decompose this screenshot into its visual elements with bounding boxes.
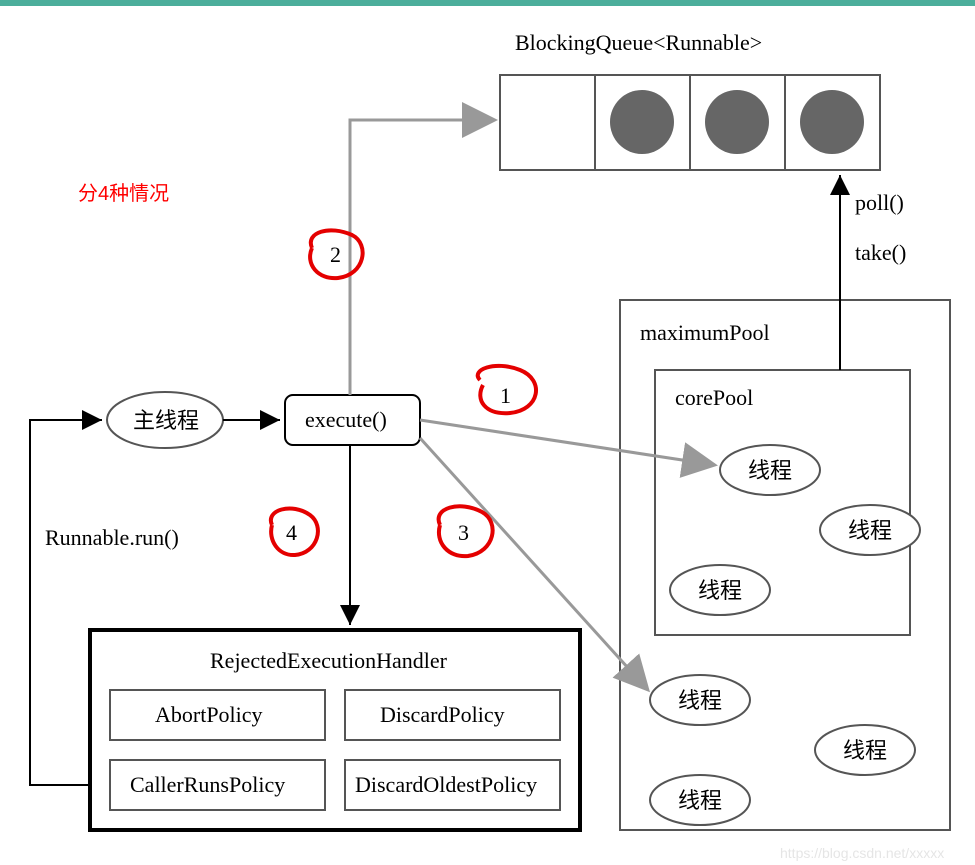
svg-text:4: 4 xyxy=(286,520,297,545)
blocking-queue xyxy=(500,75,880,170)
svg-text:execute(): execute() xyxy=(305,407,387,432)
policy-box: DiscardOldestPolicy xyxy=(345,760,560,810)
svg-text:2: 2 xyxy=(330,242,341,267)
policy-box: DiscardPolicy xyxy=(345,690,560,740)
watermark: https://blog.csdn.net/xxxxx xyxy=(780,845,944,861)
annotation-text: 分4种情况 xyxy=(78,182,169,205)
queue-item-icon xyxy=(610,90,674,154)
svg-text:线程: 线程 xyxy=(678,788,722,813)
svg-text:DiscardPolicy: DiscardPolicy xyxy=(380,702,505,727)
pool-thread: 线程 xyxy=(650,775,750,825)
execute-node: execute() xyxy=(285,395,420,445)
svg-text:DiscardOldestPolicy: DiscardOldestPolicy xyxy=(355,772,537,797)
queue-item-icon xyxy=(800,90,864,154)
svg-text:corePool: corePool xyxy=(675,385,753,410)
svg-text:线程: 线程 xyxy=(848,518,892,543)
edge-exec-to-queue xyxy=(350,120,495,395)
maximum-pool: maximumPool corePool 线程 线程 线程 线程 xyxy=(620,300,950,830)
queue-title: BlockingQueue<Runnable> xyxy=(515,30,762,55)
svg-text:maximumPool: maximumPool xyxy=(640,320,770,345)
take-label: take() xyxy=(855,240,906,265)
runnable-run-label: Runnable.run() xyxy=(45,525,179,550)
pool-thread: 线程 xyxy=(650,675,750,725)
core-thread: 线程 xyxy=(720,445,820,495)
policy-box: AbortPolicy xyxy=(110,690,325,740)
svg-text:线程: 线程 xyxy=(678,688,722,713)
svg-text:线程: 线程 xyxy=(698,578,742,603)
core-thread: 线程 xyxy=(670,565,770,615)
svg-text:线程: 线程 xyxy=(748,458,792,483)
rejected-handler: RejectedExecutionHandler AbortPolicy Dis… xyxy=(90,630,580,830)
core-thread: 线程 xyxy=(820,505,920,555)
queue-item-icon xyxy=(705,90,769,154)
poll-label: poll() xyxy=(855,190,904,215)
svg-text:主线程: 主线程 xyxy=(133,408,199,433)
svg-text:CallerRunsPolicy: CallerRunsPolicy xyxy=(130,772,285,797)
policy-box: CallerRunsPolicy xyxy=(110,760,325,810)
svg-text:1: 1 xyxy=(500,383,511,408)
core-pool: corePool 线程 线程 线程 xyxy=(655,370,920,635)
red-annotation-4: 4 xyxy=(271,508,318,555)
pool-thread: 线程 xyxy=(815,725,915,775)
svg-text:3: 3 xyxy=(458,520,469,545)
red-annotation-3: 3 xyxy=(439,506,493,556)
svg-text:AbortPolicy: AbortPolicy xyxy=(155,702,263,727)
svg-text:线程: 线程 xyxy=(843,738,887,763)
diagram-canvas: 分4种情况 BlockingQueue<Runnable> poll() tak… xyxy=(0,0,975,865)
red-annotation-1: 1 xyxy=(478,366,536,413)
svg-text:RejectedExecutionHandler: RejectedExecutionHandler xyxy=(210,648,448,673)
main-thread-node: 主线程 xyxy=(107,392,223,448)
header-bar xyxy=(0,0,975,6)
red-annotation-2: 2 xyxy=(310,230,363,278)
